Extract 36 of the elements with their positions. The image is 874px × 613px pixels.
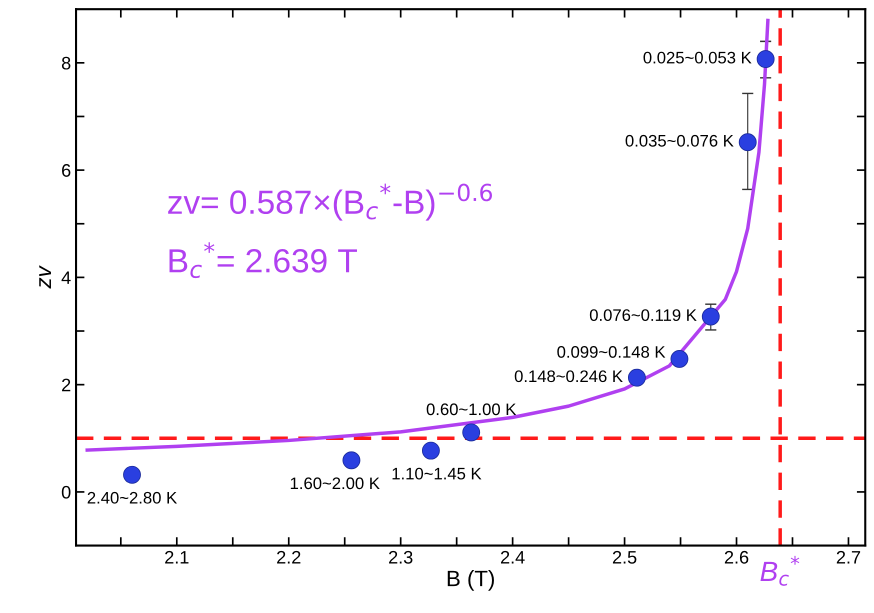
x-tick-label: 2.1 xyxy=(165,550,188,564)
annotation: 0.076~0.119 K xyxy=(590,309,697,322)
annotation: zv= 0.587×(B$_{c}$$^{*}$-B)$^{−0.6}$ xyxy=(168,184,492,221)
annotation: 0.60~1.00 K xyxy=(426,403,516,416)
point xyxy=(738,133,757,152)
y-axis-title: zv xyxy=(39,265,51,289)
annotation: 0.148~0.246 K xyxy=(514,370,623,382)
x-tick-label: 2.2 xyxy=(277,550,300,564)
annotation: 1.60~2.00 K xyxy=(290,477,380,490)
point xyxy=(342,451,360,470)
annotation: 0.099~0.148 K xyxy=(557,346,666,358)
annotation: 0.035~0.076 K xyxy=(626,134,734,147)
point xyxy=(123,466,141,484)
point xyxy=(628,368,646,387)
point xyxy=(462,423,480,442)
x-tick-label: 2.6 xyxy=(724,550,748,564)
y-tick-label: 2 xyxy=(62,378,70,392)
y-tick-label: 0 xyxy=(62,486,70,499)
y-tick-label: 8 xyxy=(62,56,70,70)
point xyxy=(670,350,688,368)
annotation: 2.40~2.80 K xyxy=(88,492,178,504)
point xyxy=(422,442,440,460)
annotation: 0.025~0.053 K xyxy=(644,52,752,64)
x-tick-label: 2.5 xyxy=(612,550,636,564)
line-series xyxy=(86,18,770,452)
x-tick-label: 2.3 xyxy=(389,550,412,564)
point xyxy=(756,50,775,68)
y-tick-label: 6 xyxy=(62,164,70,177)
point xyxy=(702,308,720,326)
ref-line-label: B$_{c}$$^{*}$ xyxy=(760,556,800,586)
y-tick-label: 4 xyxy=(62,272,71,284)
annotation: B$_{c}$$^{*}$= 2.639 T xyxy=(170,242,357,278)
x-tick-label: 2.7 xyxy=(836,550,860,564)
annotation: 1.10~1.45 K xyxy=(392,468,482,480)
x-axis-title: B (T) xyxy=(448,570,494,591)
x-tick-label: 2.4 xyxy=(500,550,525,564)
